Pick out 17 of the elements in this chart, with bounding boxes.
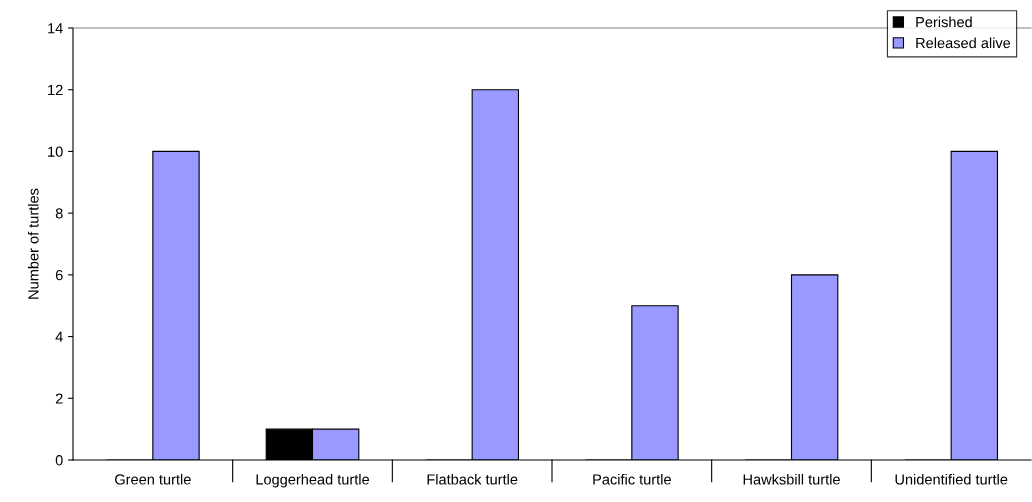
legend-label: Perished (916, 16, 972, 28)
y-tick-label: 14 (48, 23, 63, 34)
x-tick-label: Pacific turtle (593, 473, 671, 485)
y-axis-title: Number of turtles (27, 188, 39, 299)
y-tick-label: 0 (55, 455, 63, 466)
y-tick-label: 4 (55, 331, 63, 342)
x-tick-label: Unidentified turtle (895, 473, 1008, 485)
y-tick-label: 2 (55, 393, 63, 404)
y-tick-label: 10 (48, 146, 63, 157)
y-tick-label: 8 (55, 208, 63, 219)
y-tick-label: 6 (55, 269, 63, 281)
legend-label: Released alive (916, 37, 1011, 49)
x-tick-label: Green turtle (115, 473, 191, 485)
x-tick-label: Flatback turtle (427, 473, 518, 485)
x-tick-label: Loggerhead turtle (256, 473, 370, 488)
y-tick-label: 12 (48, 84, 63, 95)
x-tick-label: Hawksbill turtle (743, 473, 840, 485)
